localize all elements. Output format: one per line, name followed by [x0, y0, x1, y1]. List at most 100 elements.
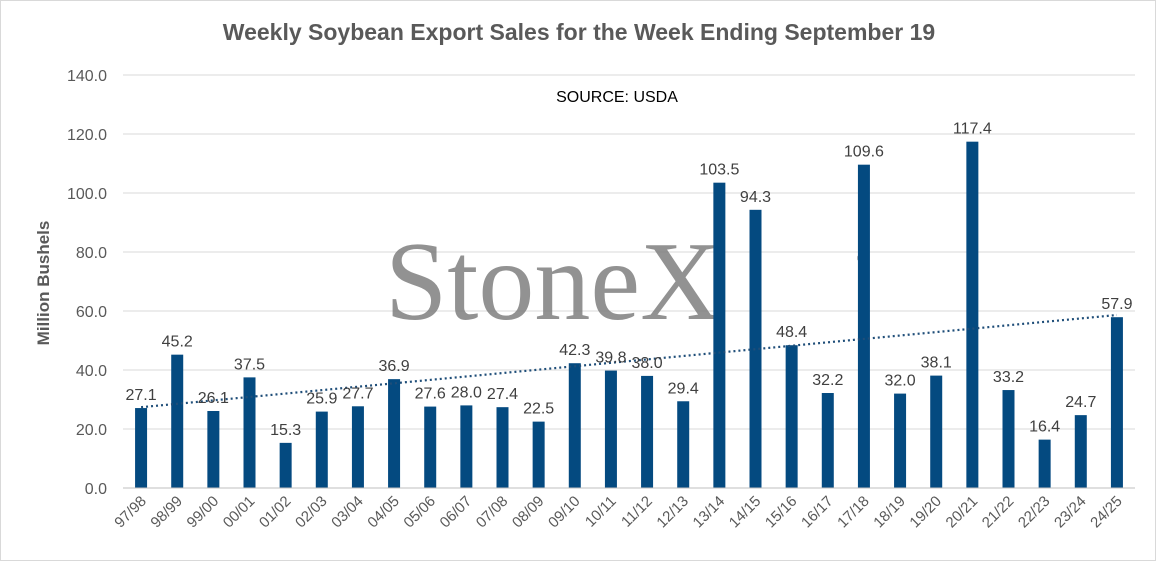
data-label: 22.5: [523, 401, 554, 418]
bar: [857, 164, 870, 488]
x-tick-label: 99/00: [184, 493, 223, 532]
x-tick-label: 04/05: [364, 493, 403, 532]
x-tick-label: 15/16: [762, 493, 801, 532]
x-tick-label: 02/03: [292, 493, 331, 532]
bar: [424, 406, 437, 488]
bar: [677, 401, 690, 488]
x-tick-label: 03/04: [328, 493, 367, 532]
data-label: 16.4: [1029, 419, 1060, 436]
x-tick-label: 08/09: [509, 493, 548, 532]
x-tick-label: 00/01: [220, 493, 259, 532]
bar: [496, 407, 509, 488]
bar: [243, 377, 256, 488]
x-tick-label: 01/02: [256, 493, 295, 532]
data-label: 27.7: [342, 385, 373, 402]
bar: [351, 406, 364, 488]
bar: [749, 209, 762, 488]
x-tick-label: 07/08: [473, 493, 512, 532]
bar: [207, 411, 220, 488]
data-label: 27.1: [126, 387, 157, 404]
bars: [135, 141, 1123, 489]
gridlines: [123, 74, 1135, 430]
data-label: 109.6: [844, 144, 884, 161]
bar: [966, 141, 979, 489]
x-tick-label: 12/13: [653, 493, 692, 532]
data-label: 94.3: [740, 189, 771, 206]
trendline: [140, 313, 1118, 409]
x-tick-label: 22/23: [1015, 493, 1054, 532]
x-tick-label: 13/14: [690, 493, 729, 532]
data-label: 33.2: [993, 369, 1024, 386]
bar: [713, 182, 726, 489]
data-label: 25.9: [306, 391, 337, 408]
bar: [1110, 317, 1123, 488]
x-tick-label: 18/19: [870, 493, 909, 532]
x-tick-label: 09/10: [545, 493, 584, 532]
data-label: 38.0: [632, 355, 663, 372]
data-label: 48.4: [776, 324, 807, 341]
bar: [171, 354, 184, 488]
bar: [135, 408, 148, 488]
bar: [930, 375, 943, 488]
source-annotation: SOURCE: USDA: [556, 89, 678, 106]
bar: [279, 442, 292, 488]
y-tick-label: 120.0: [67, 127, 107, 144]
y-tick-label: 60.0: [76, 304, 107, 321]
data-labels: 27.1 45.2 26.1 37.5 15.3 25.9 27.7 36.9 27.6 28.0…: [126, 121, 1133, 439]
x-tick-label: 06/07: [437, 493, 476, 532]
bar: [532, 421, 545, 488]
bar: [568, 363, 581, 488]
x-tick-label: 97/98: [111, 493, 150, 532]
data-label: 38.1: [921, 355, 952, 372]
x-axis-ticks: 97/9898/9999/0000/0101/0202/0303/0404/05…: [111, 493, 1125, 532]
data-label: 27.6: [415, 386, 446, 403]
data-label: 32.0: [885, 373, 916, 390]
data-label: 15.3: [270, 422, 301, 439]
x-tick-label: 17/18: [834, 493, 873, 532]
y-tick-label: 40.0: [76, 363, 107, 380]
data-label: 103.5: [699, 162, 739, 179]
data-label: 39.8: [595, 350, 626, 367]
data-label: 42.3: [559, 342, 590, 359]
y-tick-label: 80.0: [76, 245, 107, 262]
data-label: 117.4: [953, 121, 992, 138]
bar: [388, 379, 401, 488]
bar: [1074, 415, 1087, 488]
y-tick-label: 100.0: [67, 186, 107, 203]
data-label: 45.2: [162, 334, 193, 351]
bar: [1002, 390, 1015, 488]
bar: [821, 393, 834, 488]
x-tick-label: 05/06: [400, 493, 439, 532]
bar: [604, 370, 617, 488]
y-axis-ticks: 0.0 20.0 40.0 60.0 80.0 100.0 120.0 140.0: [67, 68, 107, 498]
data-label: 29.4: [668, 380, 699, 397]
data-label: 32.2: [812, 372, 843, 389]
bar: [315, 411, 328, 488]
bar: [785, 345, 798, 488]
x-tick-label: 16/17: [798, 493, 837, 532]
x-tick-label: 24/25: [1087, 493, 1126, 532]
x-tick-label: 10/11: [582, 493, 620, 531]
bar: [1038, 439, 1051, 488]
x-tick-label: 14/15: [726, 493, 765, 532]
bar: [894, 393, 907, 488]
x-tick-label: 11/12: [618, 493, 656, 531]
y-axis-label: Million Bushels: [34, 221, 53, 346]
bar: [641, 375, 654, 488]
data-label: 37.5: [234, 356, 265, 373]
data-label: 27.4: [487, 386, 518, 403]
watermark-logo: StoneX: [385, 220, 721, 344]
data-label: 36.9: [379, 358, 410, 375]
chart-title: Weekly Soybean Export Sales for the Week…: [223, 19, 935, 45]
x-tick-label: 98/99: [147, 493, 186, 532]
y-tick-label: 140.0: [67, 68, 107, 85]
y-tick-label: 20.0: [76, 422, 107, 439]
data-label: 28.0: [451, 384, 482, 401]
bar: [460, 405, 473, 488]
x-tick-label: 20/21: [943, 493, 982, 532]
data-label: 24.7: [1065, 394, 1096, 411]
y-tick-label: 0.0: [85, 481, 107, 498]
data-label: 26.1: [198, 390, 229, 407]
